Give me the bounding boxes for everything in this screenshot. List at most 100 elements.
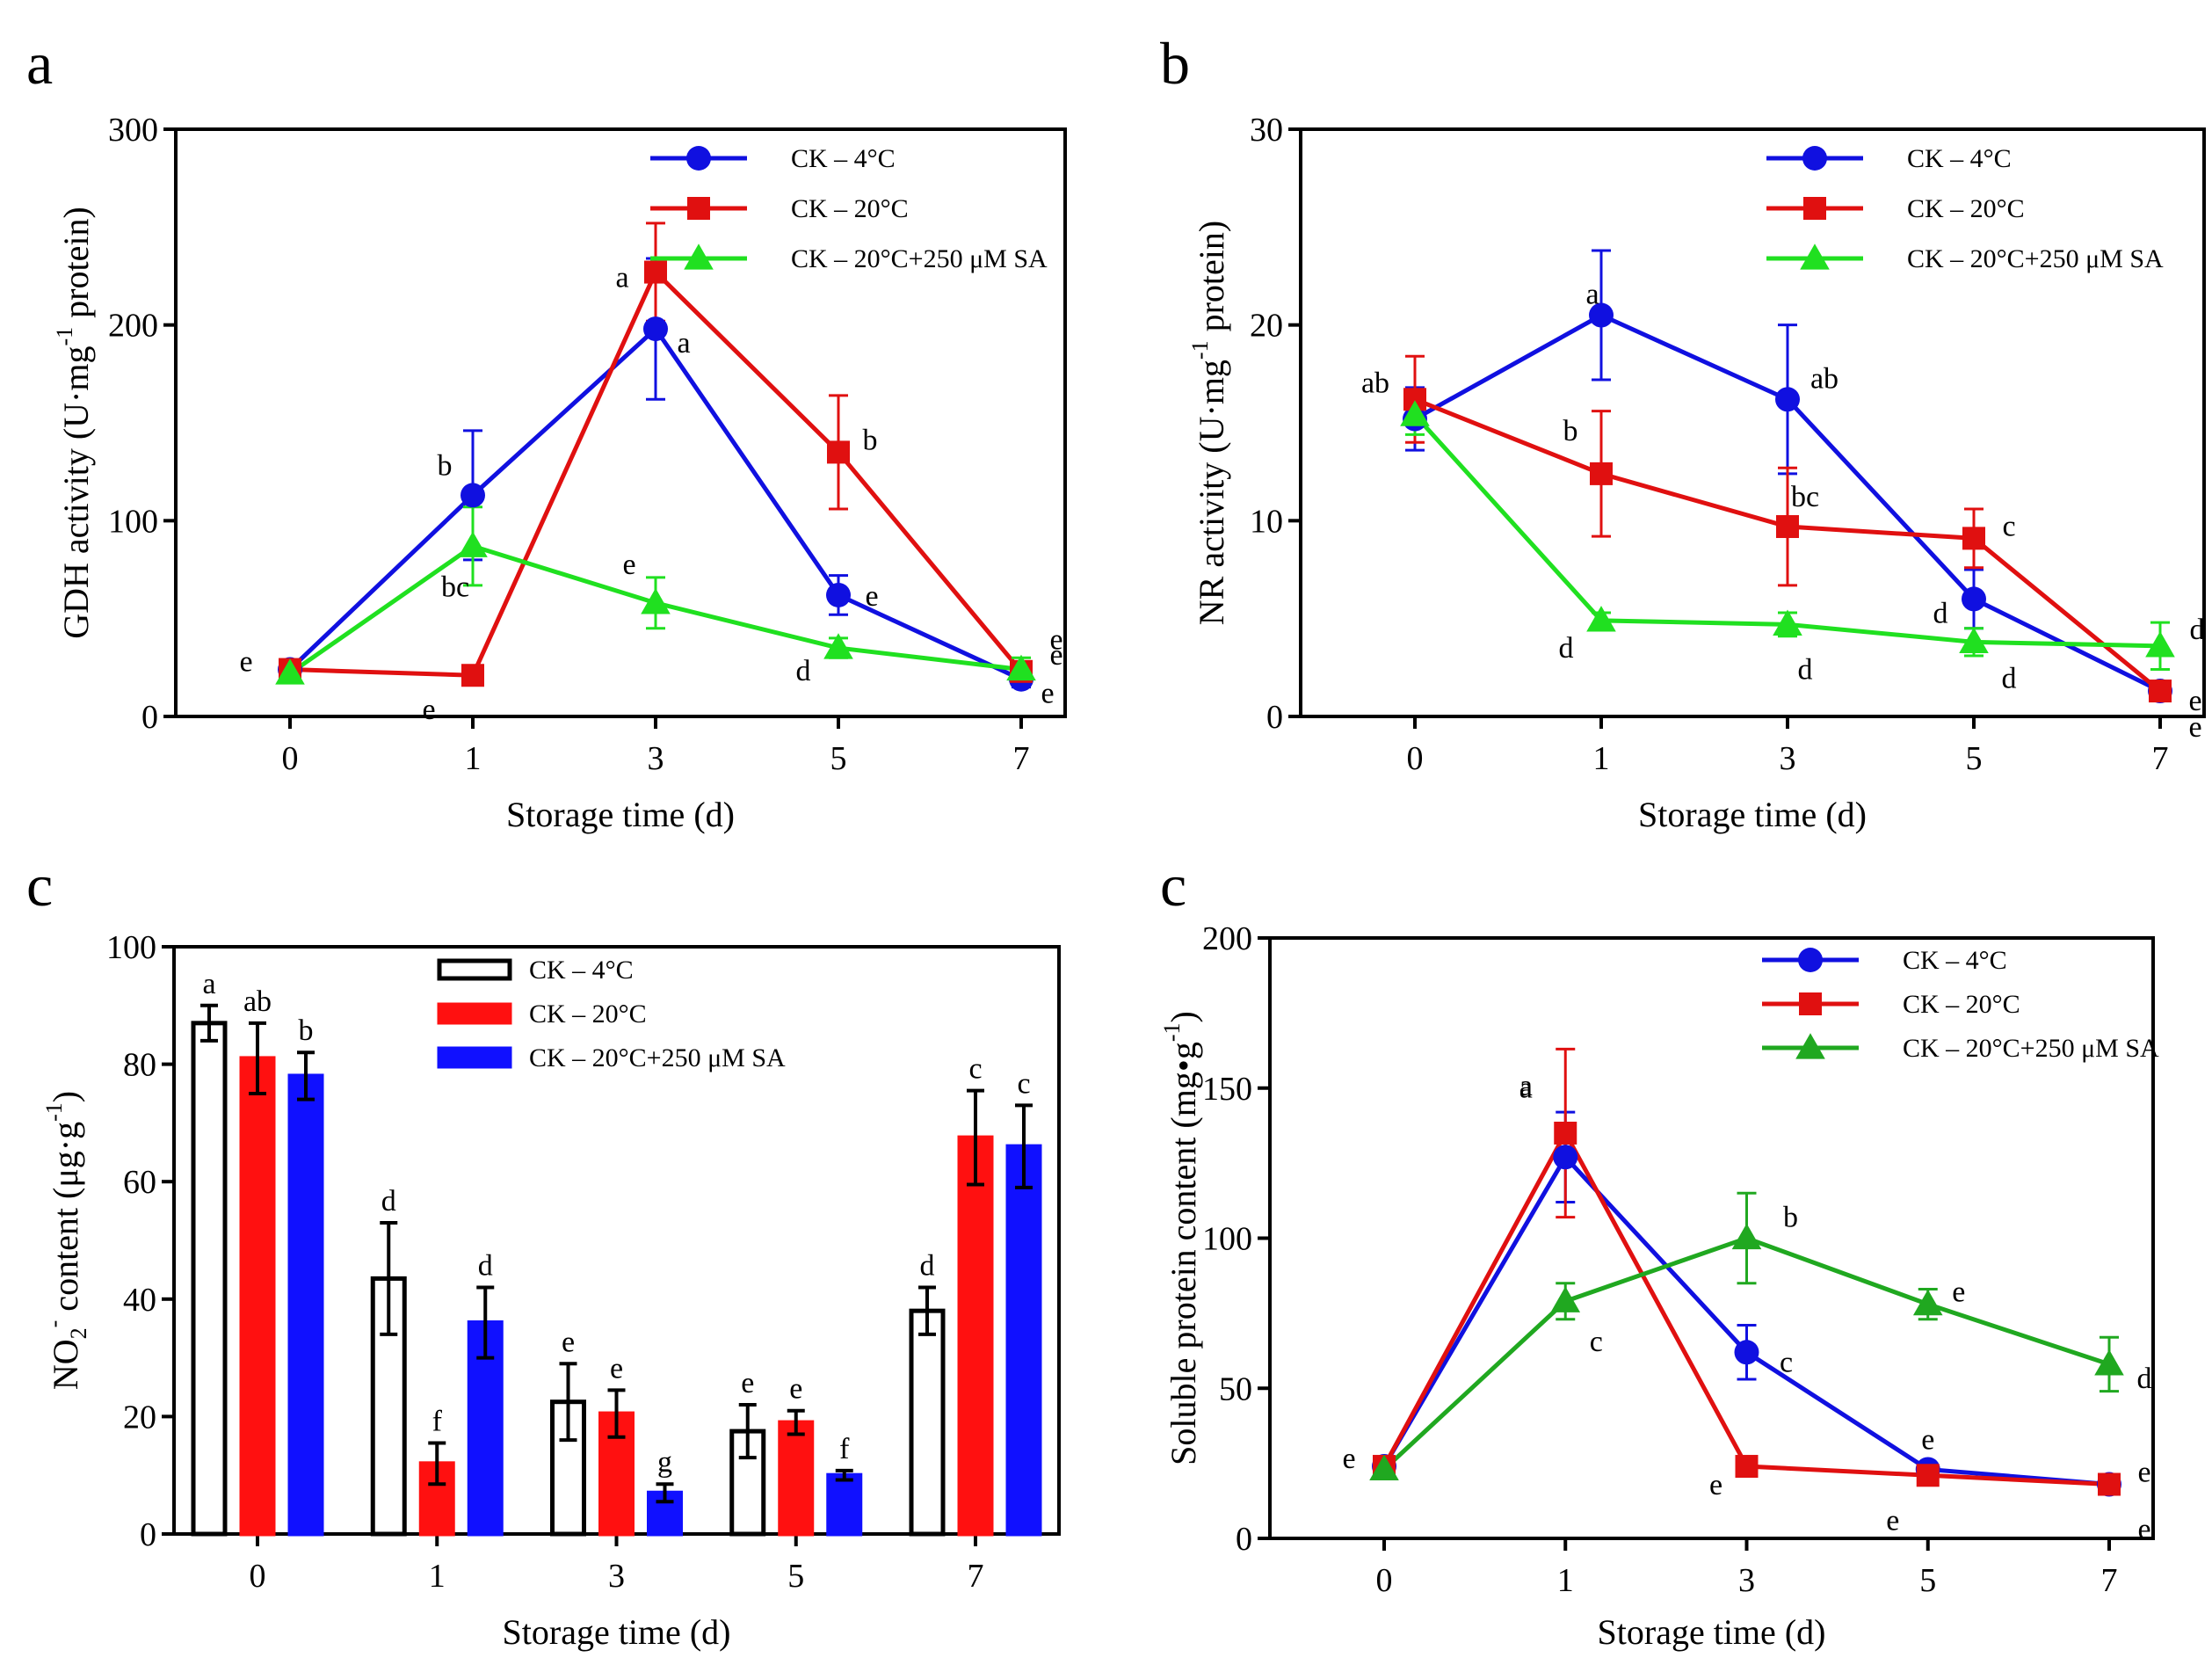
- data-point: [2145, 631, 2175, 658]
- y-tick-label: 0: [1236, 1521, 1252, 1558]
- legend-marker: [687, 197, 710, 220]
- data-point: [1962, 527, 1985, 550]
- bar: [287, 1073, 324, 1537]
- significance-label: ab: [1810, 362, 1838, 395]
- legend-label: CK – 20°C: [791, 194, 909, 223]
- significance-label: e: [1709, 1469, 1722, 1501]
- legend-label: CK – 20°C: [1903, 990, 2020, 1019]
- significance-label: e: [741, 1367, 754, 1399]
- series-2: b d g f c: [287, 1014, 1042, 1537]
- x-axis-title: Storage time (d): [1598, 1612, 1826, 1652]
- data-point: [827, 440, 850, 464]
- significance-label: d: [2002, 662, 2017, 694]
- significance-label: e: [2188, 711, 2201, 744]
- significance-label: d: [920, 1249, 935, 1282]
- significance-label: d: [381, 1185, 396, 1218]
- significance-label: a: [1585, 279, 1599, 311]
- chart-panel-0: a 0 100 200 300 0 1 3 5 7 Storage time (d) GDH acti…: [26, 30, 1067, 834]
- data-point: [1775, 387, 1800, 412]
- data-point: [461, 483, 485, 508]
- data-point: [1776, 515, 1799, 539]
- legend-marker: [1795, 1033, 1825, 1059]
- significance-label: b: [1783, 1202, 1798, 1234]
- significance-label: d: [1933, 597, 1948, 629]
- significance-label: e: [1921, 1423, 1934, 1456]
- plot-frame: [174, 127, 1067, 718]
- significance-label: f: [839, 1433, 850, 1465]
- y-tick-label: 80: [123, 1047, 156, 1084]
- legend-marker: [1800, 244, 1830, 270]
- y-tick-label: 200: [108, 308, 158, 345]
- legend-label: CK – 20°C: [529, 1000, 647, 1029]
- data-point: [1586, 606, 1616, 632]
- series-2-marks: c b e d: [1369, 1202, 2152, 1481]
- significance-label: b: [1563, 415, 1578, 447]
- significance-label: c: [2002, 510, 2015, 542]
- x-tick-label: 0: [1376, 1562, 1393, 1599]
- series-0-marks: e b a e e: [239, 316, 1055, 710]
- data-point: [2098, 1472, 2121, 1496]
- significance-label: e: [1049, 624, 1062, 657]
- significance-label: f: [432, 1405, 443, 1437]
- significance-label: b: [863, 424, 878, 456]
- series-line: [1382, 1128, 2110, 1487]
- y-tick-label: 0: [1266, 699, 1283, 736]
- x-tick-label: 7: [2152, 740, 2169, 777]
- significance-label: e: [422, 694, 435, 726]
- significance-label: e: [562, 1326, 575, 1358]
- plot-frame: [1299, 127, 2206, 718]
- x-tick-label: 7: [1013, 740, 1030, 777]
- y-tick-label: 150: [1202, 1071, 1252, 1108]
- y-tick-label: 100: [1202, 1221, 1252, 1258]
- y-tick-label: 50: [1219, 1370, 1252, 1407]
- significance-label: c: [1590, 1326, 1603, 1358]
- x-tick-label: 3: [1780, 740, 1796, 777]
- chart-panel-1: b 0 10 20 30 0 1 3 5 7 Storage time (d) NR activity…: [1160, 30, 2206, 834]
- legend-marker: [684, 244, 714, 270]
- x-tick-label: 7: [2101, 1562, 2118, 1599]
- y-tick-label: 100: [106, 929, 156, 966]
- y-tick-label: 20: [123, 1399, 156, 1436]
- data-point: [644, 260, 667, 284]
- y-tick-label: 20: [1250, 308, 1283, 345]
- series-0: a d e e d: [191, 968, 946, 1537]
- significance-label: c: [1017, 1067, 1030, 1100]
- data-point: [1912, 1289, 1943, 1316]
- panel-letter: b: [1160, 30, 1190, 97]
- legend-label: CK – 4°C: [1903, 946, 2007, 975]
- series-1-marks: e a b e: [279, 260, 1063, 726]
- significance-label: e: [1886, 1504, 1899, 1537]
- significance-label: d: [1559, 632, 1574, 665]
- data-point: [1554, 1121, 1577, 1145]
- significance-label: d: [478, 1249, 493, 1282]
- bar: [826, 1472, 863, 1537]
- data-point: [823, 633, 853, 659]
- legend-label: CK – 20°C+250 μM SA: [791, 244, 1048, 273]
- x-tick-label: 5: [1919, 1562, 1936, 1599]
- data-point: [1369, 1454, 1399, 1481]
- significance-label: e: [1049, 639, 1062, 672]
- significance-label: d: [796, 655, 811, 687]
- legend-marker: [1803, 197, 1826, 220]
- data-point: [2149, 680, 2172, 703]
- legend-marker: [686, 146, 711, 171]
- significance-label: a: [1519, 1072, 1533, 1104]
- series-2-marks: d d d d: [1400, 400, 2205, 694]
- significance-label: e: [1342, 1443, 1355, 1475]
- data-point: [461, 664, 484, 687]
- x-tick-label: 3: [1738, 1562, 1755, 1599]
- legend-swatch: [437, 958, 512, 981]
- legend-label: CK – 20°C: [1907, 194, 2025, 223]
- x-tick-label: 5: [1966, 740, 1983, 777]
- data-point: [1731, 1223, 1762, 1250]
- series-1: ab f e e c: [239, 985, 994, 1537]
- y-tick-label: 0: [141, 699, 158, 736]
- data-point: [1400, 400, 1430, 426]
- x-tick-label: 7: [968, 1558, 984, 1595]
- bar: [1005, 1144, 1042, 1537]
- legend-marker: [1802, 146, 1827, 171]
- legend-label: CK – 4°C: [529, 956, 634, 985]
- data-point: [2094, 1349, 2124, 1376]
- legend-marker: [1799, 992, 1822, 1015]
- legend-label: CK – 20°C+250 μM SA: [1903, 1034, 2159, 1063]
